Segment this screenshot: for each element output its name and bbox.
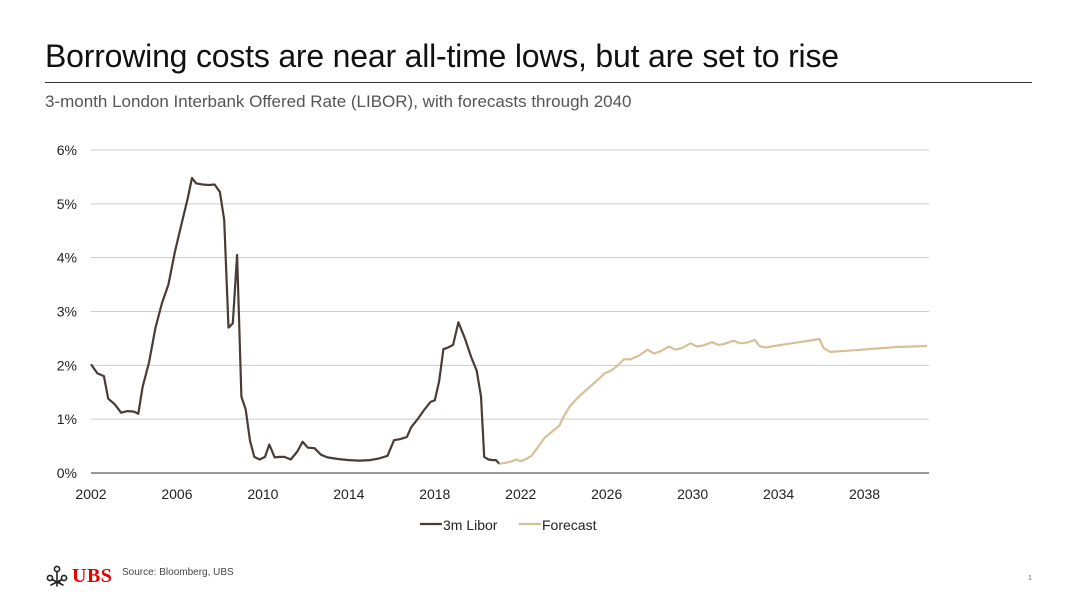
title-divider: [45, 82, 1032, 83]
chart-title: Borrowing costs are near all-time lows, …: [45, 38, 839, 74]
x-tick-label: 2006: [161, 486, 192, 502]
libor-line-chart: 0%1%2%3%4%5%6% 2002 2006 2010 2014 2018 2022 2…: [57, 142, 929, 533]
y-tick-label: 5%: [57, 196, 77, 212]
x-tick-label: 2034: [763, 486, 794, 502]
grid-layer: [91, 149, 929, 474]
page-number: 1: [1028, 575, 1032, 582]
y-tick-label: 6%: [57, 142, 77, 158]
x-tick-label: 2026: [591, 486, 622, 502]
legend-label-forecast: Forecast: [542, 517, 597, 533]
y-tick-label: 2%: [57, 357, 77, 373]
y-tick-label: 4%: [57, 250, 77, 266]
x-axis-labels: 2002 2006 2010 2014 2018 2022 2026 2030 2034 2038: [75, 486, 880, 502]
x-tick-label: 2022: [505, 486, 536, 502]
y-tick-label: 1%: [57, 411, 77, 427]
y-tick-label: 0%: [57, 465, 77, 481]
ubs-keys-icon: [46, 565, 68, 587]
ubs-logo: UBS: [72, 565, 113, 587]
y-axis-labels: 0% 1% 2% 3% 4% 5% 6%: [57, 142, 77, 481]
x-tick-label: 2014: [333, 486, 364, 502]
x-tick-label: 2030: [677, 486, 708, 502]
x-tick-label: 2038: [849, 486, 880, 502]
libor-series-line: [90, 176, 501, 465]
legend-label-libor: 3m Libor: [443, 517, 498, 533]
series-layer: [90, 176, 927, 465]
y-tick-label: 3%: [57, 304, 77, 320]
source-note: Source: Bloomberg, UBS: [122, 567, 234, 578]
x-tick-label: 2018: [419, 486, 450, 502]
x-tick-label: 2010: [247, 486, 278, 502]
x-tick-label: 2002: [75, 486, 106, 502]
chart-subtitle: 3-month London Interbank Offered Rate (L…: [45, 92, 632, 111]
chart-legend: 3m Libor Forecast: [420, 517, 597, 533]
forecast-series-line: [499, 337, 927, 465]
